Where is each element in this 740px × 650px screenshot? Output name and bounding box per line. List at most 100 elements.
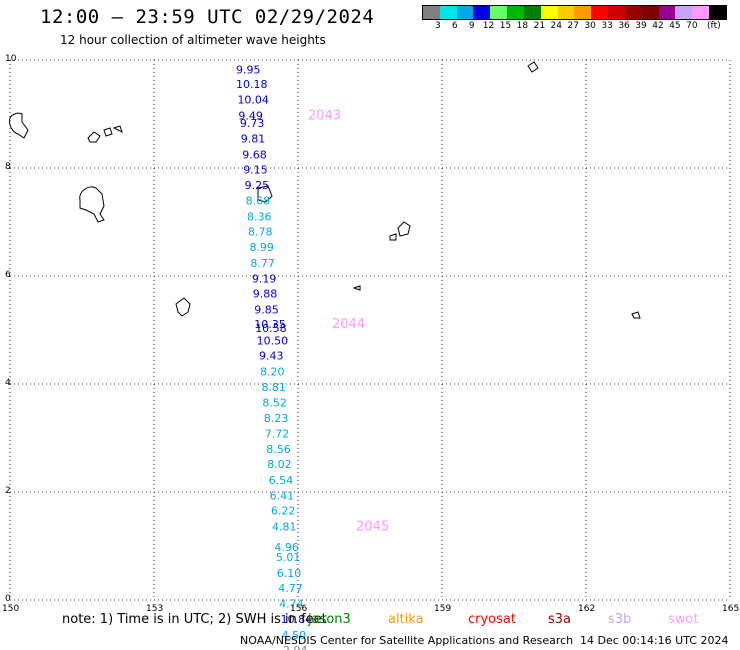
wave-height-reading: 8.02 [267,458,292,471]
footer-credit: NOAA/NESDIS Center for Satellite Applica… [240,634,574,647]
colorbar-swatch [641,6,659,19]
wave-height-reading: 5.01 [276,551,301,564]
wave-height-reading: 9.73 [240,117,265,130]
legend-item-jason3: jason3 [308,612,351,627]
pass-time-label: 2043 [308,108,341,123]
colorbar-swatch [439,6,457,19]
wave-height-reading: 6.10 [277,567,302,580]
colorbar-label: 45 [669,21,681,31]
y-tick-label: 10 [5,54,17,64]
wave-height-reading: 8.52 [262,397,287,410]
colorbar-swatch [574,6,592,19]
wave-height-reading: 4.77 [278,582,303,595]
legend-item-altika: altika [388,612,424,627]
axis-tick-labels: 150 153 156 159 162 165 0 2 4 6 8 10 [2,54,739,614]
wave-height-reading: 4.81 [272,520,297,533]
colorbar-label: 70 [686,21,698,31]
pass-time-labels: 2043204420452046 [308,108,389,534]
wave-height-reading: 4.50 [282,629,307,642]
wave-height-reading: 9.15 [243,163,268,176]
colorbar-label: 3 [434,21,441,31]
wave-height-reading: 2.94 [283,644,308,650]
island-outline [352,285,361,291]
wave-height-reading: 9.68 [242,148,266,161]
page-title: 12:00 — 23:59 UTC 02/29/2024 [40,6,375,28]
colorbar-label: 6 [451,21,458,31]
colorbar-label: 42 [652,21,664,31]
wave-height-reading: 9.88 [253,288,277,301]
wave-height-reading: 4.74 [279,598,304,611]
colorbar-swatch [540,6,558,19]
colorbar-label: 27 [567,21,579,31]
colorbar-swatch [490,6,508,19]
wave-height-reading: 9.95 [236,64,261,77]
wave-height-reading: 6.41 [270,490,295,503]
colorbar-swatch [692,6,710,19]
x-tick-label: 153 [146,604,163,614]
colorbar-swatch [507,6,524,19]
colorbar-swatch [675,6,693,19]
colorbar-label: 36 [618,21,630,31]
island-outline [103,127,113,137]
wave-height-reading: 8.77 [250,257,275,270]
wave-height-reading: 9.25 [245,179,270,192]
colorbar-swatch [423,6,440,19]
colorbar-label: 9 [468,21,475,31]
wave-height-reading: 10.84 [281,613,313,626]
x-tick-label: 150 [2,604,19,614]
wave-height-reading: 8.56 [266,443,291,456]
wave-height-reading: 6.22 [271,505,296,518]
colorbar-labels: 3 6 9 12 15 18 21 24 27 30 33 36 39 42 45 70 (ft) [422,21,740,33]
wave-height-reading: 10.18 [236,78,268,91]
colorbar-swatch [658,6,676,19]
colorbar-label: 33 [601,21,613,31]
wave-height-reading: 8.81 [261,381,286,394]
pass-time-label: 2044 [332,317,365,332]
island-outline [175,297,191,317]
colorbar-label: 12 [482,21,495,31]
wave-height-reading: 8.99 [249,241,274,254]
wave-height-reading: 4.96 [274,541,299,554]
island-outline [9,112,29,139]
colorbar-swatch [557,6,575,19]
wave-height-reading: 8.68 [246,195,271,208]
footer-timestamp: 14 Dec 00:14:16 UTC 2024 [580,634,729,647]
x-tick-label: 156 [290,604,307,614]
wave-height-reading: 10.04 [237,94,269,107]
y-tick-label: 6 [5,270,11,280]
wave-height-reading: 9.43 [259,350,284,363]
colorbar-label: 21 [533,21,546,31]
wave-height-reading: 8.78 [248,226,273,239]
legend-item-swot: swot [668,612,699,627]
page-subtitle: 12 hour collection of altimeter wave hei… [60,33,326,47]
y-tick-label: 0 [5,594,11,604]
wave-height-reading: 8.36 [247,210,271,223]
colorbar-swatch [591,6,609,19]
wave-height-reading: 9.49 [238,109,263,122]
island-outline [87,131,101,143]
wave-height-reading: 10.58 [255,322,287,335]
island-outline [257,185,273,203]
colorbar-swatch [624,6,642,19]
wave-height-reading: 9.19 [252,272,277,285]
colorbar-label: 24 [550,21,562,31]
colorbar-label: 39 [635,21,647,31]
colorbar-swatch [473,6,491,19]
y-tick-label: 8 [5,162,11,172]
y-tick-label: 2 [5,486,11,496]
colorbar-swatch [608,6,625,19]
colorbar-swatch [709,6,726,19]
note-text: note: 1) Time is in UTC; 2) SWH is in fe… [62,612,327,627]
wave-height-reading: 9.81 [241,133,265,146]
x-tick-label: 162 [578,604,595,614]
wave-height-reading: 8.23 [264,412,289,425]
colorbar-label: 15 [499,21,512,31]
island-outline [389,233,397,241]
island-outline [112,125,123,133]
wave-height-reading: 8.20 [260,365,285,378]
wave-height-reading: 9.85 [254,303,278,316]
island-outline [397,221,411,237]
island-outline [79,186,105,223]
pass-time-label: 2045 [356,519,389,534]
